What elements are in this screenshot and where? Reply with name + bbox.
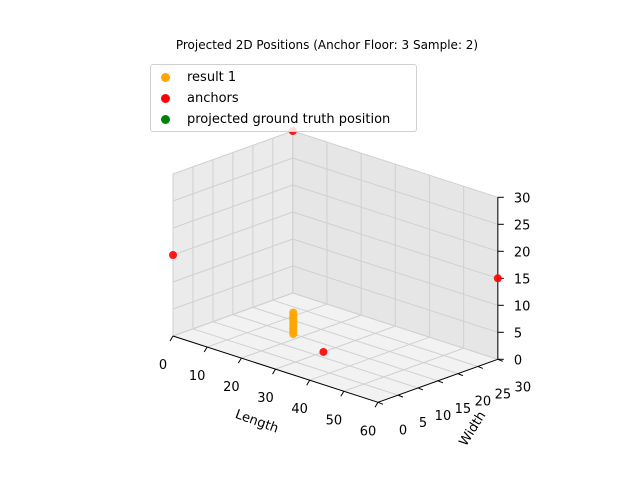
x-tick-mark <box>169 335 174 342</box>
z-tick-label: 10 <box>514 299 531 314</box>
point-1-3 <box>493 274 502 283</box>
x-tick-mark <box>237 357 242 364</box>
z-tick-label: 30 <box>514 191 531 206</box>
grid-line-z-left <box>172 265 293 310</box>
point-0-8 <box>289 308 298 317</box>
x-tick-label: 50 <box>326 413 343 428</box>
grid-line-z-left <box>172 184 293 229</box>
grid-line-y-floor <box>212 321 419 389</box>
legend-label-result-1: result 1 <box>187 69 237 85</box>
y-tick-label: 0 <box>399 423 407 438</box>
grid-line-z-back <box>292 238 498 306</box>
grid-line-y-floor <box>232 314 439 382</box>
legend-label-anchors: anchors <box>187 90 239 106</box>
z-tick-label: 15 <box>514 272 531 287</box>
y-tick-label: 5 <box>419 416 427 431</box>
grid-line-z-back <box>292 184 498 252</box>
x-tick-mark <box>374 402 379 408</box>
grid-line-z-back <box>292 265 498 333</box>
grid-line-z-left <box>172 130 293 175</box>
legend-marker-result-1 <box>161 72 170 82</box>
x-tick-label: 20 <box>223 380 240 395</box>
x-tick-label: 0 <box>159 358 167 373</box>
y-tick-mark <box>377 401 384 405</box>
point-1-1 <box>319 347 328 356</box>
grid-line-z-back <box>292 292 498 360</box>
x-tick-mark <box>306 379 311 386</box>
legend-item-anchors: anchors <box>161 88 239 108</box>
x-tick-label: 60 <box>360 424 377 439</box>
z-tick-label: 25 <box>514 218 531 233</box>
x-tick-mark <box>340 390 345 397</box>
x-tick-mark <box>203 346 208 353</box>
grid-line-z-left <box>172 157 293 202</box>
grid-line-z-left <box>172 211 293 256</box>
x-tick-label: 40 <box>291 402 308 417</box>
grid-line-y-floor <box>252 306 459 375</box>
y-tick-label: 30 <box>515 380 532 395</box>
y-tick-label: 20 <box>475 395 492 410</box>
grid-line-z-left <box>172 238 293 283</box>
grid-lines <box>172 130 499 403</box>
y-tick-label: 15 <box>455 402 472 417</box>
y-tick-mark <box>477 366 484 369</box>
x-tick-label: 30 <box>257 391 274 406</box>
grid-line-z-left <box>172 292 293 337</box>
z-tick-label: 0 <box>514 353 522 368</box>
legend-item-result-1: result 1 <box>161 67 236 87</box>
y-tick-mark <box>437 380 444 384</box>
x-tick-label: 10 <box>189 369 206 384</box>
grid-line-y-floor <box>272 299 479 367</box>
grid-line-z-back <box>292 157 498 225</box>
legend-marker-ground-truth <box>161 114 170 124</box>
y-tick-label: 25 <box>495 387 512 402</box>
y-tick-mark <box>397 394 404 398</box>
grid-line-y-floor <box>192 328 399 396</box>
y-tick-mark <box>417 387 424 391</box>
legend-marker-anchors <box>161 93 170 103</box>
chart-title: Projected 2D Positions (Anchor Floor: 3 … <box>176 38 478 52</box>
grid-line-z-back <box>292 211 498 279</box>
legend-item-ground-truth: projected ground truth position <box>161 109 390 129</box>
legend: result 1 anchors projected ground truth … <box>150 64 417 132</box>
grid-line-z-back <box>292 130 498 198</box>
y-tick-label: 10 <box>435 409 452 424</box>
y-tick-mark <box>457 373 464 377</box>
x-axis-label: Length <box>233 407 280 436</box>
legend-label-ground-truth: projected ground truth position <box>187 111 391 127</box>
x-tick-mark <box>272 368 276 375</box>
z-tick-label: 5 <box>514 326 522 341</box>
point-1-0 <box>169 251 177 259</box>
z-tick-label: 20 <box>514 245 531 260</box>
